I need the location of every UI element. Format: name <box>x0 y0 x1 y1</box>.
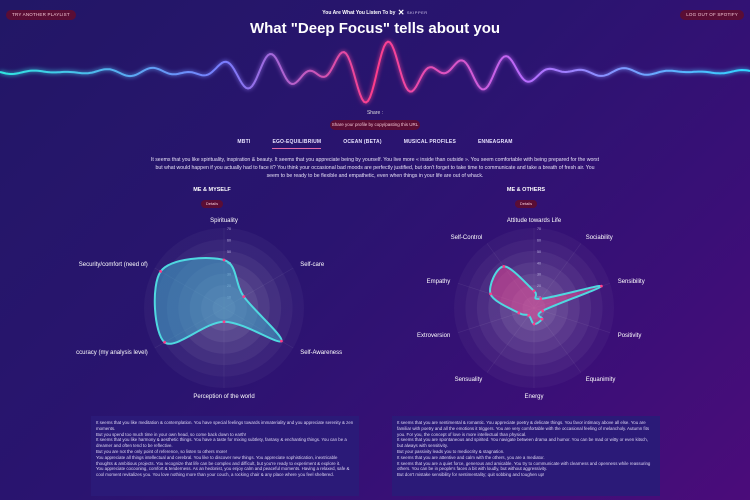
radar-axis-label: Accuracy (my analysis level) <box>76 350 148 356</box>
me-desc-line: It seems that you like harmony & aesthet… <box>96 437 347 449</box>
tab-mbti[interactable]: MBTI <box>237 139 251 145</box>
radar-axis-label: Sociability <box>586 235 613 241</box>
brand-name: SKIPPER <box>406 9 428 15</box>
me-desc-line: It seems that you like meditation & cont… <box>96 420 354 431</box>
radar-point <box>517 311 521 315</box>
me-and-myself-title: ME & MYSELF <box>193 187 231 193</box>
radar-point <box>242 295 246 298</box>
others-desc-line: It seems that you are attentive and calm… <box>397 454 545 460</box>
me-details-button[interactable]: Details <box>201 200 223 208</box>
me-desc-line: But you are not the only point of refere… <box>96 448 228 454</box>
log-out-button[interactable]: LOG OUT OF SPOTIFY <box>680 10 744 20</box>
radar-point <box>541 309 545 313</box>
radar-tick-label: 30 <box>537 273 541 277</box>
others-desc-line: It seems that you are a quiet force, gen… <box>397 460 651 472</box>
radar-axis-label: Self-Control <box>451 235 483 241</box>
radar-tick-label: 50 <box>537 250 541 254</box>
others-details-button[interactable]: Details <box>515 200 537 208</box>
radar-axis-line <box>486 307 535 373</box>
tab-enneagram[interactable]: ENNEAGRAM <box>477 139 513 145</box>
radar-point <box>502 264 506 268</box>
radar-point <box>540 317 544 321</box>
radar-axis-label: Equanimity <box>586 377 616 383</box>
radar-axis-label: Attitude towards Life <box>507 218 562 224</box>
others-desc-line: It seems that you are sentimental & roma… <box>397 420 650 437</box>
radar-axis-label: Perception of the world <box>193 394 254 400</box>
radar-point <box>222 258 226 262</box>
radar-point <box>539 297 543 301</box>
radar-point <box>599 284 603 288</box>
radar-axis-label: Self-care <box>300 262 325 268</box>
share-label: Share : <box>366 110 384 116</box>
tab-musical-profiles[interactable]: MUSICAL PROFILES <box>403 139 456 145</box>
others-description-panel: It seems that you are sentimental & roma… <box>392 416 660 496</box>
radar-tick-label: 70 <box>537 227 541 231</box>
others-desc-line: But your passivity leads you to mediocri… <box>397 448 505 454</box>
me-desc-line: But you spend too much time in your own … <box>96 431 247 437</box>
radar-axis-label: Security/comfort (need of) <box>79 262 148 268</box>
radar-tick-label: 10 <box>537 296 541 300</box>
others-desc-line: It seems that you are spontaneous and sp… <box>397 437 648 449</box>
me-radar-chart: 70605040302010SpiritualitySelf-careSelf-… <box>76 218 342 400</box>
me-and-others-title: ME & OTHERS <box>506 187 546 193</box>
radar-point <box>532 289 536 293</box>
brand-text: You Are What You Listen To by <box>322 9 396 16</box>
brand-header: You Are What You Listen To by ✕ SKIPPER <box>0 8 750 17</box>
radar-point <box>222 320 226 324</box>
others-radar-chart: 70 60 50 40 30 20 10 Attitude towards Life Socia… <box>417 218 645 400</box>
radar-axis-label: Empathy <box>427 279 451 285</box>
radar-axis-label: Spirituality <box>210 218 238 224</box>
radar-axis-label: Energy <box>524 394 543 400</box>
radar-axis-label: Self-Awareness <box>300 350 342 356</box>
radar-point <box>489 292 492 296</box>
sound-wave-graphic <box>0 40 750 104</box>
me-description-panel: It seems that you like meditation & cont… <box>91 416 359 496</box>
intro-text: It seems that you like spirituality, ins… <box>150 157 600 180</box>
radar-point <box>532 322 536 326</box>
tab-ego-equilibrium[interactable]: EGO-EQUILIBRIUM <box>272 139 322 149</box>
radar-point <box>163 340 167 344</box>
share-url-button[interactable]: Share your profile by copy/pasting this … <box>330 120 420 130</box>
radar-axis-line <box>533 243 582 309</box>
radar-point <box>280 339 283 343</box>
others-desc-line: But don't mistake sensibility for sentim… <box>397 472 545 478</box>
radar-axis-label: Extroversion <box>417 333 450 339</box>
radar-tick-label: 60 <box>537 238 541 242</box>
radar-axis-label: Sensuality <box>455 377 483 383</box>
radar-axis-label: Sensibility <box>618 279 645 285</box>
radar-tick-label: 50 <box>227 250 231 254</box>
radar-point <box>527 313 531 317</box>
radar-tick-label: 70 <box>227 227 231 231</box>
page-title: What "Deep Focus" tells about you <box>249 20 501 37</box>
tab-ocean[interactable]: OCEAN (BETA) <box>343 139 382 145</box>
radar-axis-line <box>533 307 611 334</box>
radar-point <box>159 270 163 273</box>
try-another-playlist-button[interactable]: TRY ANOTHER PLAYLIST <box>6 10 76 20</box>
me-desc-line: You appreciate all things intellectual a… <box>96 454 341 466</box>
profile-tabs: MBTI EGO-EQUILIBRIUM OCEAN (BETA) MUSICA… <box>0 139 750 149</box>
radar-axis-label: Positivity <box>618 333 642 339</box>
radar-tick-label: 20 <box>537 284 541 288</box>
me-desc-line: You appreciate cocooning, comfort & tend… <box>96 466 350 478</box>
skipper-logo-icon: ✕ <box>397 8 405 17</box>
radar-tick-label: 40 <box>537 261 541 265</box>
radar-tick-label: 60 <box>227 238 231 242</box>
